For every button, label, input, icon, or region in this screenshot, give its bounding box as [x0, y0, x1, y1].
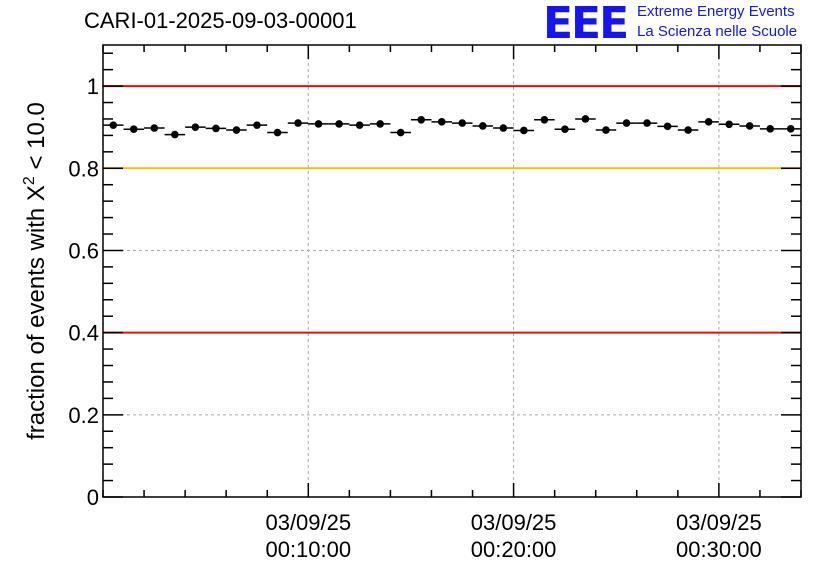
data-point — [561, 125, 569, 134]
data-point — [663, 122, 672, 131]
data-point — [109, 121, 118, 129]
data-point — [253, 121, 261, 129]
y-axis-label: fraction of events with X2 < 10.0 — [21, 102, 50, 440]
data-point — [478, 122, 487, 130]
data-point — [150, 124, 159, 132]
data-point — [745, 122, 754, 130]
data-point — [437, 118, 446, 126]
data-point — [376, 120, 384, 128]
data-point — [273, 128, 282, 137]
plot-frame — [102, 44, 802, 498]
chart-title: CARI-01-2025-09-03-00001 — [84, 8, 357, 33]
data-point — [786, 125, 795, 133]
data-point — [212, 124, 220, 133]
data-point — [725, 120, 733, 129]
data-point — [314, 120, 323, 128]
data-point — [684, 126, 692, 134]
reference-lines — [103, 85, 801, 334]
y-tick-label: 0.2 — [68, 403, 99, 428]
data-point — [129, 125, 138, 134]
tick-labels: 00.20.40.60.8103/09/2500:10:0003/09/2500… — [68, 74, 761, 562]
x-tick-label-time: 00:30:00 — [676, 537, 762, 562]
x-tick-label-date: 03/09/25 — [471, 510, 557, 535]
data-point — [766, 125, 775, 133]
data-point — [602, 126, 610, 134]
logo-subtitle-line-2: La Scienza nelle Scuole — [637, 23, 798, 40]
y-tick-label: 1 — [87, 74, 99, 99]
data-point — [417, 115, 426, 124]
eee-logo: EEE — [543, 0, 629, 49]
y-tick-label: 0.8 — [68, 156, 99, 181]
x-tick-label-time: 00:20:00 — [471, 537, 557, 562]
data-point — [499, 124, 508, 132]
y-tick-label: 0 — [87, 485, 99, 510]
logo-subtitle-line-1: Extreme Energy Events — [637, 3, 795, 20]
data-point — [355, 121, 364, 129]
data-point — [171, 130, 179, 139]
y-tick-label: 0.6 — [68, 238, 99, 263]
x-tick-label-date: 03/09/25 — [676, 510, 762, 535]
data-point — [294, 119, 302, 127]
data-point — [335, 120, 343, 128]
data-point — [704, 118, 713, 126]
data-point — [622, 119, 631, 127]
data-point — [581, 115, 590, 123]
data-point — [191, 123, 200, 131]
data-point — [396, 128, 405, 137]
data-point — [520, 126, 528, 135]
y-tick-label: 0.4 — [68, 321, 99, 346]
data-points — [103, 115, 801, 139]
data-point — [458, 119, 467, 127]
x-tick-label-date: 03/09/25 — [265, 510, 351, 535]
axis-ticks — [102, 45, 802, 498]
data-point — [232, 126, 241, 134]
x-tick-label-time: 00:10:00 — [265, 537, 351, 562]
data-point — [540, 115, 549, 124]
data-point — [643, 119, 651, 127]
